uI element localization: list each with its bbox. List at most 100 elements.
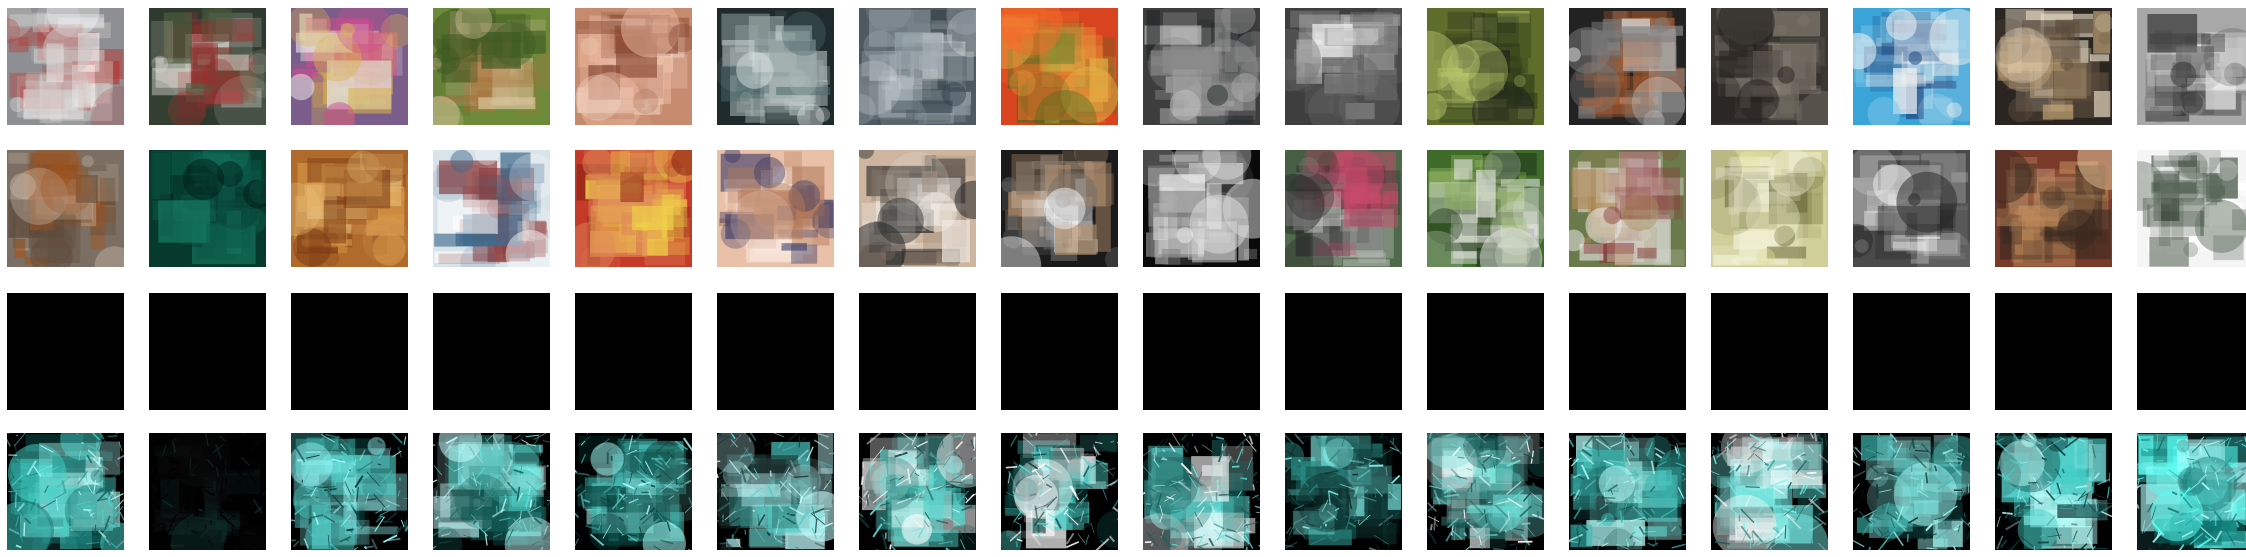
thumbnail-edge-stroke xyxy=(433,545,437,550)
thumbnail-texture-blob xyxy=(1019,72,1071,123)
thumbnail-edge-stroke xyxy=(1817,433,1822,441)
thumbnail-texture-block xyxy=(2145,110,2190,122)
thumbnail-edge-stroke xyxy=(478,480,482,496)
thumbnail-edge-stroke xyxy=(928,453,934,458)
thumbnail-edge-stroke xyxy=(2182,491,2193,507)
thumbnail-texture-blob xyxy=(1766,513,1828,550)
thumbnail-edge-stroke xyxy=(1391,474,1401,484)
thumbnail-texture-block xyxy=(1619,97,1641,104)
thumbnail-texture-block xyxy=(196,150,225,186)
thumbnail-edge-stroke xyxy=(1045,483,1053,489)
thumbnail-texture-blob xyxy=(1367,34,1402,84)
thumbnail-edge-stroke xyxy=(1240,477,1248,480)
image-tile xyxy=(1853,8,1970,125)
thumbnail-texture-block xyxy=(1075,178,1086,202)
thumbnail-texture-block xyxy=(323,200,347,244)
thumbnail-edge-stroke xyxy=(1026,515,1034,518)
thumbnail-texture-blob xyxy=(1285,463,1322,506)
thumbnail-texture-blob xyxy=(1756,473,1772,489)
thumbnail-edge-stroke xyxy=(1082,457,1093,469)
thumbnail-edge-stroke xyxy=(1944,522,1948,525)
thumbnail-edge-stroke xyxy=(1016,538,1023,542)
image-tile xyxy=(859,8,976,125)
thumbnail-texture-block xyxy=(219,183,230,227)
thumbnail-edge-stroke xyxy=(502,467,511,478)
thumbnail-texture-blob xyxy=(2150,488,2204,542)
thumbnail-edge-stroke xyxy=(2056,482,2062,495)
thumbnail-edge-stroke xyxy=(2034,487,2039,496)
thumbnail-edge-stroke xyxy=(2047,438,2062,448)
thumbnail-edge-stroke xyxy=(40,444,54,453)
image-tile xyxy=(1569,8,1686,125)
thumbnail-edge-stroke xyxy=(1774,463,1787,469)
thumbnail-edge-stroke xyxy=(157,522,163,528)
thumbnail-edge-stroke xyxy=(881,533,888,550)
thumbnail-texture-block xyxy=(204,75,242,105)
thumbnail-edge-stroke xyxy=(2204,535,2210,540)
thumbnail-edge-stroke xyxy=(2073,451,2082,457)
thumbnail-edge-stroke xyxy=(1730,508,1741,519)
thumbnail-edge-stroke xyxy=(1183,537,1196,550)
thumbnail-edge-stroke xyxy=(894,514,902,527)
thumbnail-texture-block xyxy=(1586,520,1646,546)
thumbnail-texture-block xyxy=(760,76,811,125)
thumbnail-edge-stroke xyxy=(169,454,175,467)
thumbnail-edge-stroke xyxy=(1291,522,1293,525)
thumbnail-texture-blob xyxy=(1774,225,1796,247)
thumbnail-texture-block xyxy=(499,495,533,512)
thumbnail-edge-stroke xyxy=(1037,522,1049,526)
thumbnail-edge-stroke xyxy=(859,501,861,504)
thumbnail-texture-blob xyxy=(1427,230,1464,267)
thumbnail-edge-stroke xyxy=(1236,519,1245,532)
thumbnail-texture-blob xyxy=(1654,17,1671,33)
thumbnail-edge-stroke xyxy=(383,534,398,543)
thumbnail-texture-block xyxy=(187,165,214,174)
thumbnail-edge-stroke xyxy=(634,455,642,464)
thumbnail-edge-stroke xyxy=(1031,451,1042,455)
thumbnail-edge-stroke xyxy=(255,464,261,477)
thumbnail-edge-stroke xyxy=(1209,502,1216,513)
thumbnail-texture-block xyxy=(866,165,932,197)
thumbnail-edge-stroke xyxy=(684,505,692,514)
thumbnail-edge-stroke xyxy=(2024,433,2031,437)
thumbnail-edge-stroke xyxy=(1112,506,1118,513)
thumbnail-image xyxy=(1853,150,1970,267)
thumbnail-texture-block xyxy=(2147,14,2198,53)
thumbnail-edge-stroke xyxy=(1388,433,1396,442)
thumbnail-texture-block xyxy=(1344,22,1385,45)
thumbnail-texture-blob xyxy=(335,8,391,54)
thumbnail-edge-stroke xyxy=(1082,465,1091,478)
thumbnail-edge-stroke xyxy=(954,435,962,438)
thumbnail-edge-stroke xyxy=(2010,511,2021,518)
thumbnail-edge-stroke xyxy=(1886,511,1897,520)
thumbnail-edge-stroke xyxy=(2226,469,2243,482)
thumbnail-edge-stroke xyxy=(1285,440,1289,444)
thumbnail-edge-stroke xyxy=(636,470,653,482)
thumbnail-texture-block xyxy=(321,163,383,197)
thumbnail-texture-block xyxy=(1732,257,1788,265)
thumbnail-edge-stroke xyxy=(2020,462,2028,464)
thumbnail-edge-stroke xyxy=(2094,498,2098,512)
thumbnail-edge-stroke xyxy=(1349,459,1365,464)
thumbnail-texture-block xyxy=(628,456,676,468)
thumbnail-edge-stroke xyxy=(929,523,935,529)
thumbnail-texture-blob xyxy=(880,245,896,261)
image-tile xyxy=(433,433,550,550)
thumbnail-edge-stroke xyxy=(676,457,685,461)
thumbnail-edge-stroke xyxy=(492,435,501,451)
thumbnail-edge-stroke xyxy=(1112,471,1115,478)
thumbnail-texture-blob xyxy=(1147,460,1192,506)
thumbnail-edge-stroke xyxy=(925,433,928,436)
thumbnail-edge-stroke xyxy=(385,499,400,507)
thumbnail-edge-stroke xyxy=(1147,452,1151,467)
thumbnail-texture-blob xyxy=(736,51,774,89)
thumbnail-edge-stroke xyxy=(616,488,620,503)
thumbnail-edge-stroke xyxy=(1670,433,1683,447)
thumbnail-texture-blob xyxy=(576,471,590,485)
thumbnail-edge-stroke xyxy=(657,466,673,480)
thumbnail-background xyxy=(1143,293,1260,410)
thumbnail-texture-blob xyxy=(2177,180,2199,203)
thumbnail-edge-stroke xyxy=(970,439,975,450)
thumbnail-edge-stroke xyxy=(323,515,336,524)
thumbnail-edge-stroke xyxy=(602,524,612,539)
